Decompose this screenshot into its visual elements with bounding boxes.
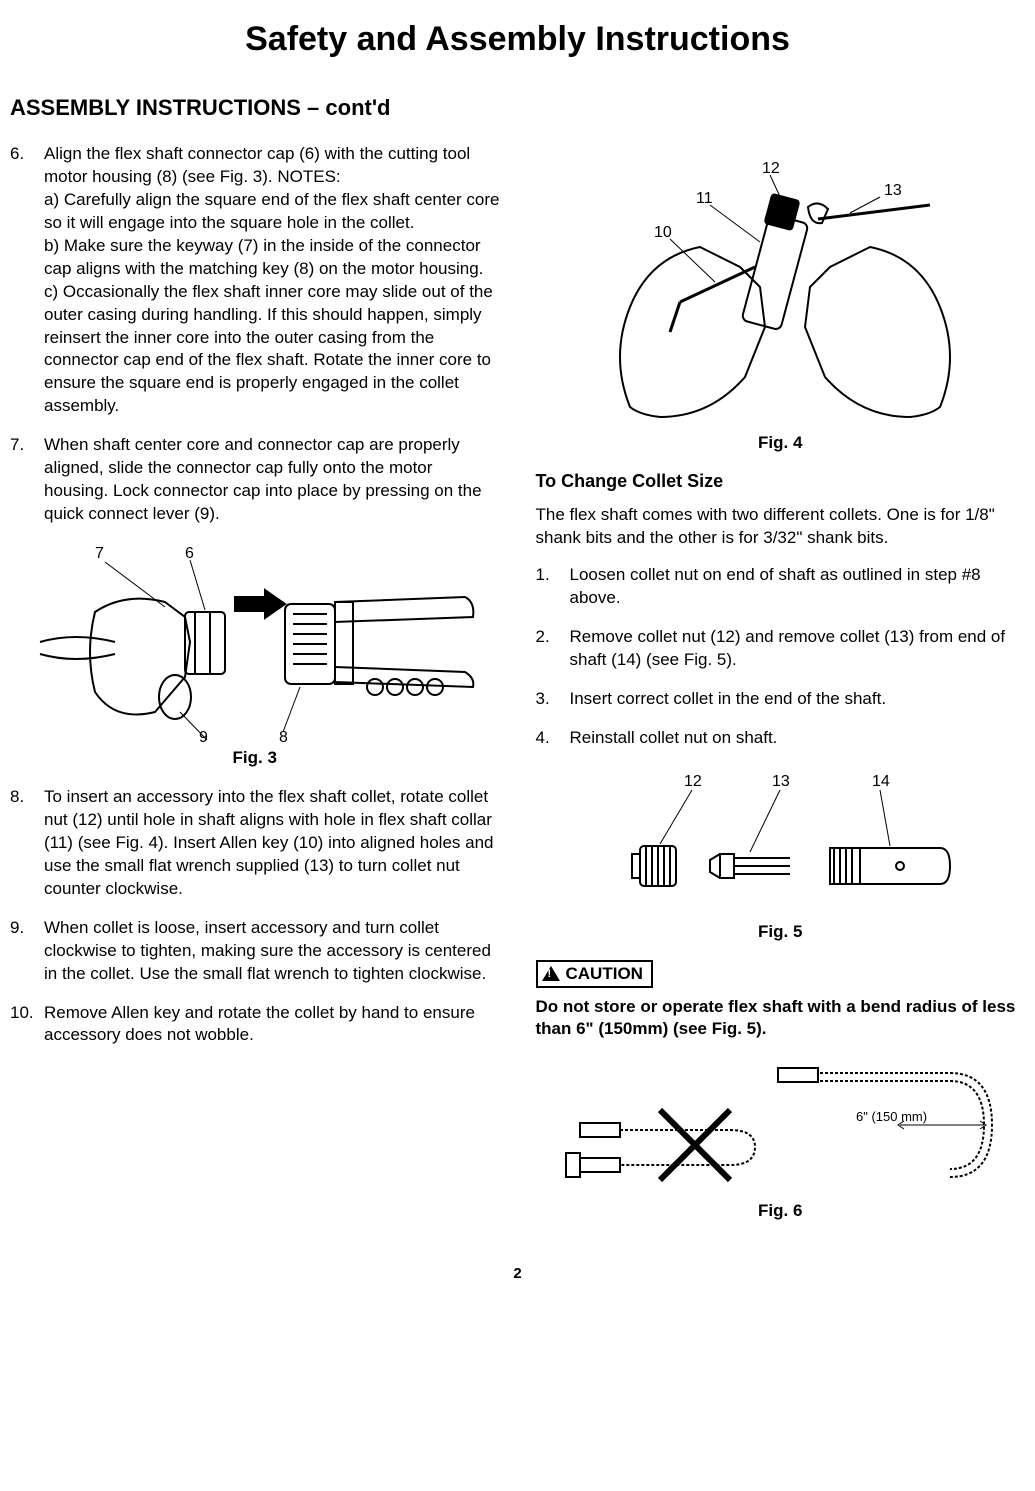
fig5-label-12: 12 — [684, 773, 702, 790]
figure-5: 12 13 14 Fig. 5 — [536, 766, 1026, 942]
step-text: Insert correct collet in the end of the … — [570, 688, 1026, 711]
fig3-label-7: 7 — [95, 545, 104, 562]
collet-step-3: 3. Insert correct collet in the end of t… — [536, 688, 1026, 711]
left-column: 6. Align the flex shaft connector cap (6… — [10, 143, 500, 1239]
page-number: 2 — [10, 1265, 1025, 1282]
figure-3: 7 6 8 9 Fig. 3 — [10, 542, 500, 768]
two-column-layout: 6. Align the flex shaft connector cap (6… — [10, 143, 1025, 1239]
fig4-label-10: 10 — [654, 224, 672, 241]
step-text: When collet is loose, insert accessory a… — [44, 917, 500, 986]
caution-text: Do not store or operate flex shaft with … — [536, 996, 1026, 1042]
figure-4: 12 11 10 13 Fig. 4 — [536, 157, 1026, 453]
figure-6-svg: 6" (150 mm) — [560, 1055, 1000, 1195]
step-number: 9. — [10, 917, 44, 986]
right-column: 12 11 10 13 Fig. 4 To Change Collet Size… — [536, 143, 1026, 1239]
figure-4-svg: 12 11 10 13 — [560, 157, 1000, 427]
fig3-label-6: 6 — [185, 545, 194, 562]
step-9: 9. When collet is loose, insert accessor… — [10, 917, 500, 986]
collet-step-1: 1. Loosen collet nut on end of shaft as … — [536, 564, 1026, 610]
collet-heading: To Change Collet Size — [536, 471, 1026, 492]
step-number: 7. — [10, 434, 44, 526]
step-number: 3. — [536, 688, 570, 711]
step-number: 8. — [10, 786, 44, 901]
page-title: Safety and Assembly Instructions — [10, 20, 1025, 59]
figure-5-svg: 12 13 14 — [600, 766, 960, 916]
step-number: 10. — [10, 1002, 44, 1048]
fig4-label-12: 12 — [762, 160, 780, 177]
fig3-label-9: 9 — [199, 729, 208, 742]
fig5-caption: Fig. 5 — [536, 922, 1026, 942]
collet-step-2: 2. Remove collet nut (12) and remove col… — [536, 626, 1026, 672]
caution-label-box: CAUTION — [536, 960, 653, 988]
warning-icon — [542, 966, 560, 981]
step-text: To insert an accessory into the flex sha… — [44, 786, 500, 901]
fig5-label-13: 13 — [772, 773, 790, 790]
fig3-caption: Fig. 3 — [10, 748, 500, 768]
step-8: 8. To insert an accessory into the flex … — [10, 786, 500, 901]
step-number: 2. — [536, 626, 570, 672]
fig6-radius-label: 6" (150 mm) — [856, 1109, 927, 1124]
step-text: Align the flex shaft connector cap (6) w… — [44, 143, 500, 418]
fig4-label-11: 11 — [696, 190, 713, 207]
caution-block: CAUTION Do not store or operate flex sha… — [536, 960, 1026, 1042]
figure-6: 6" (150 mm) Fig. 6 — [536, 1055, 1026, 1221]
step-text: When shaft center core and connector cap… — [44, 434, 500, 526]
figure-3-svg: 7 6 8 9 — [35, 542, 475, 742]
section-heading: ASSEMBLY INSTRUCTIONS – cont'd — [10, 95, 1025, 121]
caution-label: CAUTION — [566, 964, 643, 984]
step-7: 7. When shaft center core and connector … — [10, 434, 500, 526]
step-number: 6. — [10, 143, 44, 418]
fig4-label-13: 13 — [884, 182, 902, 199]
step-text: Remove Allen key and rotate the collet b… — [44, 1002, 500, 1048]
fig6-caption: Fig. 6 — [536, 1201, 1026, 1221]
collet-intro: The flex shaft comes with two different … — [536, 504, 1026, 550]
collet-step-4: 4. Reinstall collet nut on shaft. — [536, 727, 1026, 750]
fig3-label-8: 8 — [279, 729, 288, 742]
fig4-caption: Fig. 4 — [536, 433, 1026, 453]
step-number: 4. — [536, 727, 570, 750]
step-text: Reinstall collet nut on shaft. — [570, 727, 1026, 750]
step-number: 1. — [536, 564, 570, 610]
step-10: 10. Remove Allen key and rotate the coll… — [10, 1002, 500, 1048]
step-text: Loosen collet nut on end of shaft as out… — [570, 564, 1026, 610]
step-6: 6. Align the flex shaft connector cap (6… — [10, 143, 500, 418]
step-text: Remove collet nut (12) and remove collet… — [570, 626, 1026, 672]
fig5-label-14: 14 — [872, 773, 890, 790]
